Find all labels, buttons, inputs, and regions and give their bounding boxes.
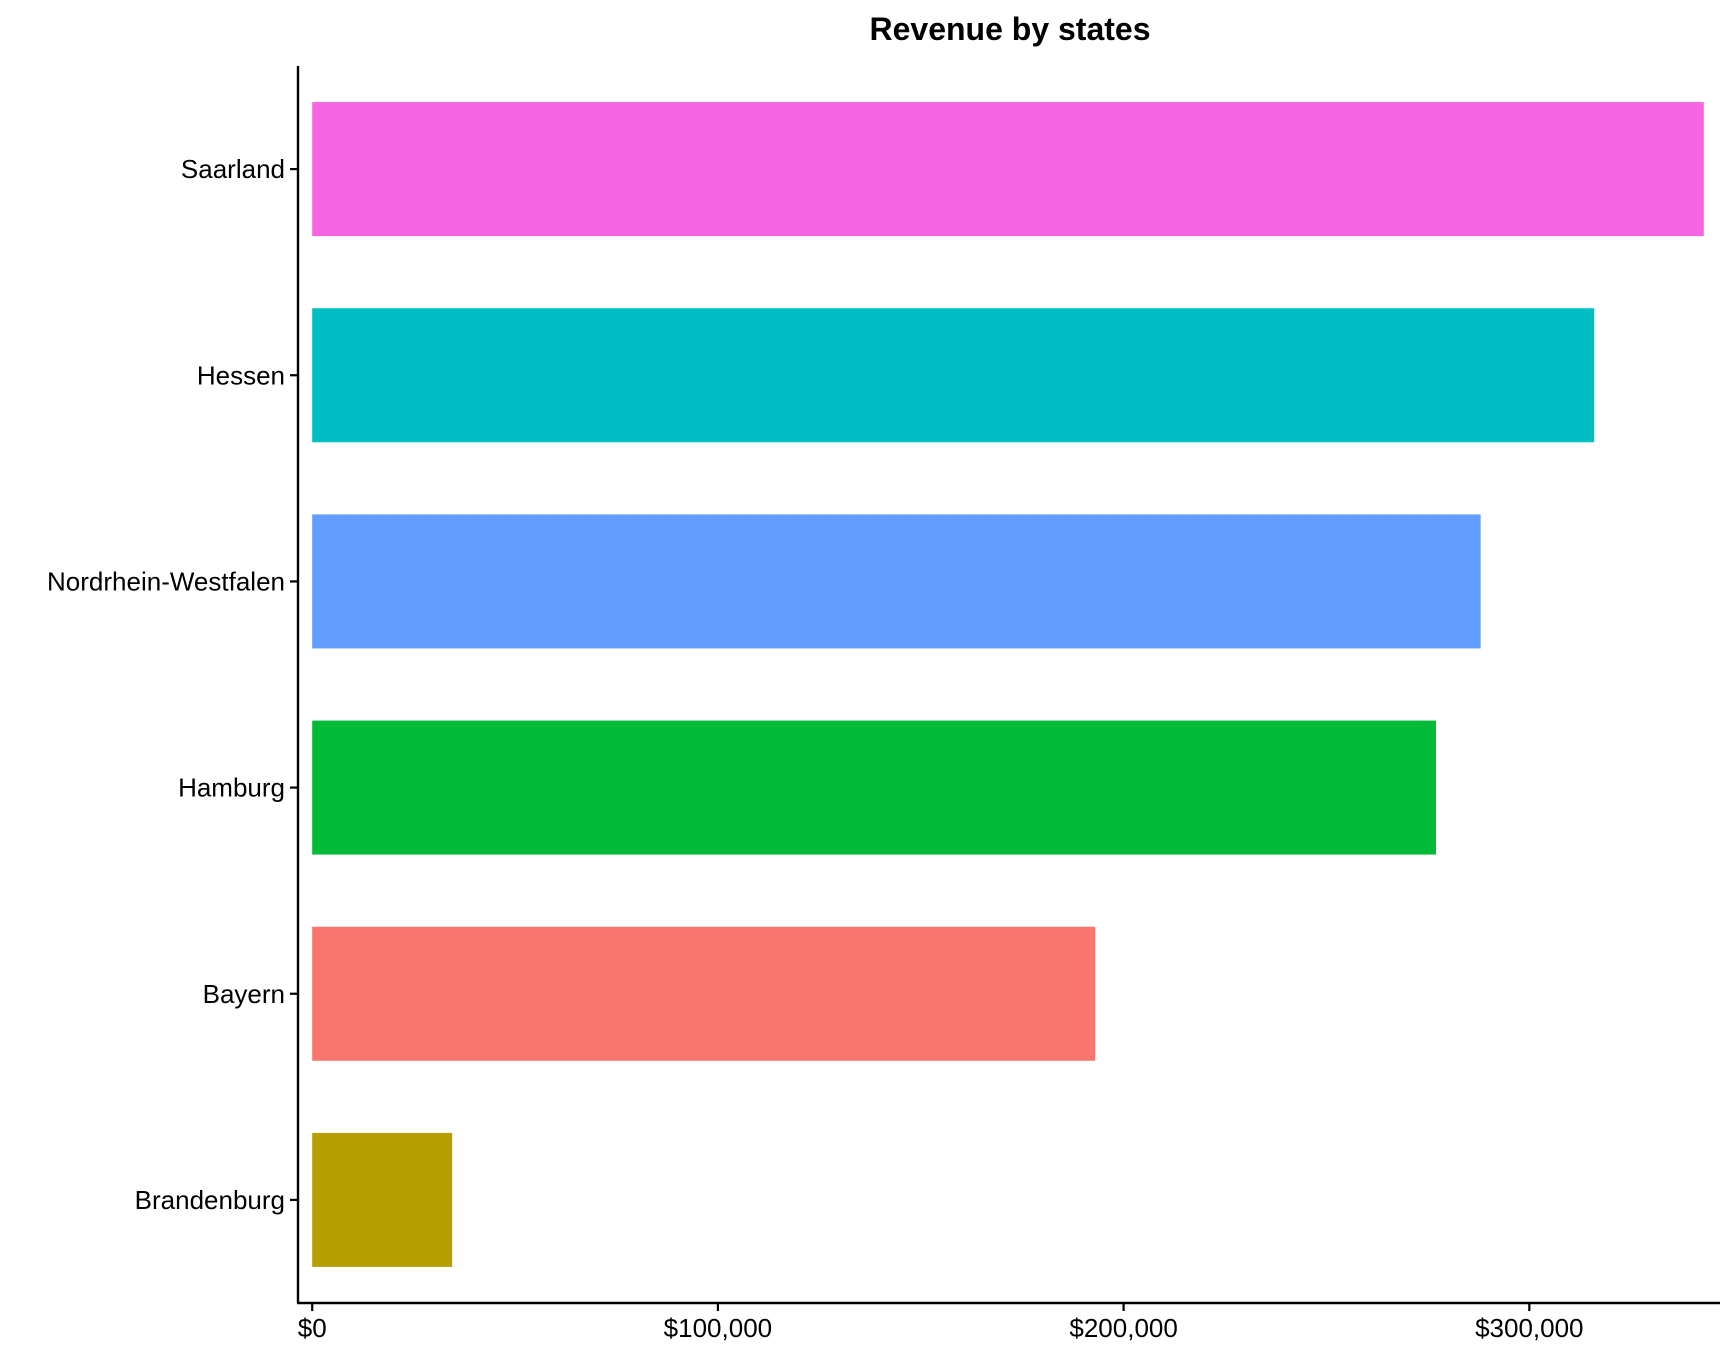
y-tick-label-hamburg: Hamburg bbox=[178, 773, 285, 803]
bar-saarland bbox=[312, 102, 1704, 237]
y-tick-label-saarland: Saarland bbox=[181, 154, 285, 184]
x-tick-label-1: $100,000 bbox=[664, 1313, 772, 1343]
bar-hessen bbox=[312, 308, 1595, 443]
y-tick-label-hessen: Hessen bbox=[197, 360, 285, 390]
bars-layer bbox=[312, 102, 1704, 1267]
x-tick-label-3: $300,000 bbox=[1475, 1313, 1583, 1343]
y-tick-label-brandenburg: Brandenburg bbox=[135, 1185, 285, 1215]
y-tick-label-nordrhein-westfalen: Nordrhein-Westfalen bbox=[47, 566, 285, 596]
bar-hamburg bbox=[312, 720, 1437, 855]
y-axis: Saarland Hessen Nordrhein-Westfalen Hamburg… bbox=[47, 66, 300, 1303]
chart-title: Revenue by states bbox=[869, 11, 1150, 47]
x-tick-label-0: $0 bbox=[298, 1313, 327, 1343]
x-axis: $0 $100,000 $200,000 $300,000 bbox=[297, 1301, 1720, 1343]
bar-nordrhein-westfalen bbox=[312, 514, 1481, 649]
bar-bayern bbox=[312, 926, 1096, 1061]
x-tick-label-2: $200,000 bbox=[1069, 1313, 1177, 1343]
y-tick-label-bayern: Bayern bbox=[203, 979, 285, 1009]
bar-brandenburg bbox=[312, 1132, 453, 1267]
